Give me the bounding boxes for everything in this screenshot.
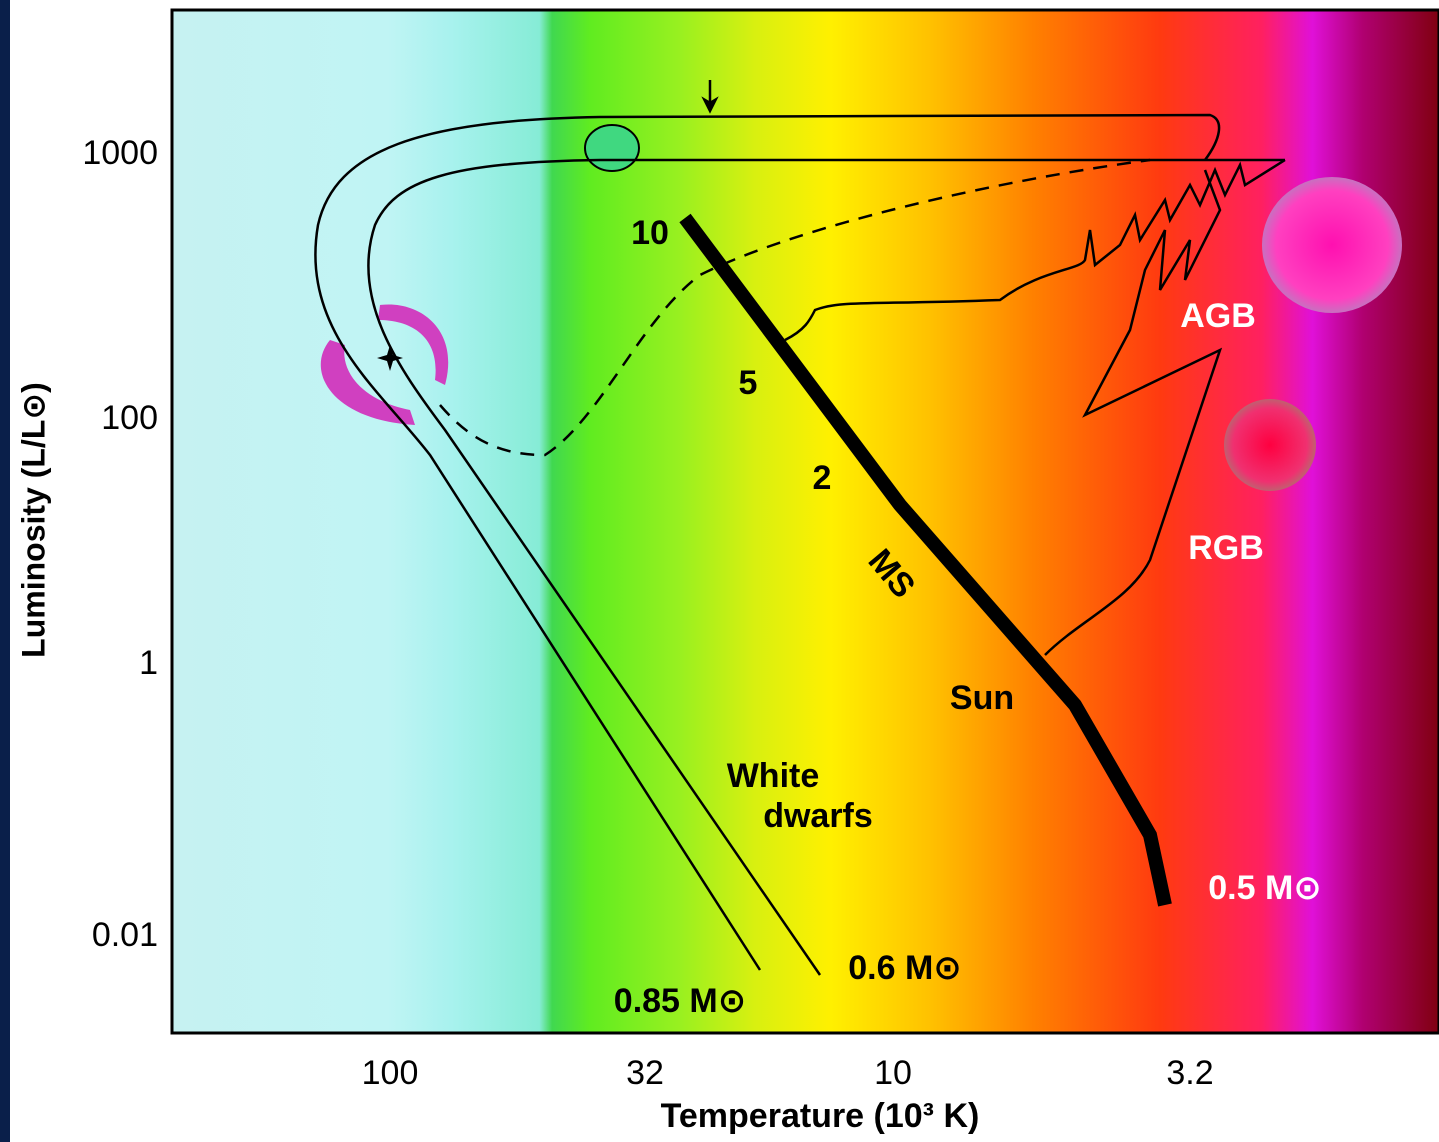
mass-label: 2 xyxy=(813,459,832,497)
wd-track-085 xyxy=(314,113,1221,971)
y-tick-label: 1000 xyxy=(82,134,158,172)
planetary-nebula xyxy=(584,124,640,172)
x-tick-label: 3.2 xyxy=(1166,1054,1213,1092)
x-axis-label: Temperature (10³ K) xyxy=(661,1097,980,1135)
agb-track xyxy=(784,158,1286,342)
dashed-track xyxy=(439,158,1151,457)
y-axis-label: Luminosity (L/L⊙) xyxy=(15,382,51,658)
x-tick-label: 32 xyxy=(626,1054,664,1092)
wd-track-06 xyxy=(367,158,1285,976)
main-sequence xyxy=(679,213,1172,907)
mass-label: 0.5 M⊙ xyxy=(1208,869,1322,907)
giant-star xyxy=(1262,177,1402,313)
mass-label: 5 xyxy=(739,364,758,402)
wd-label: dwarfs xyxy=(763,797,873,835)
y-tick-label: 0.01 xyxy=(92,916,158,954)
mass-label: 0.6 M⊙ xyxy=(848,949,962,987)
rgb-label: RGB xyxy=(1188,529,1264,567)
central-star xyxy=(377,345,403,371)
mass-label: 0.85 M⊙ xyxy=(614,982,746,1020)
wd-label: White xyxy=(727,757,820,795)
plot-area xyxy=(170,8,1439,1035)
mass-label: 10 xyxy=(631,214,669,252)
nebula-shell xyxy=(378,304,449,385)
x-tick-label: 100 xyxy=(362,1054,419,1092)
rgb-track xyxy=(1044,169,1223,656)
x-tick-label: 10 xyxy=(874,1054,912,1092)
agb-label: AGB xyxy=(1180,297,1256,335)
y-tick-label: 1 xyxy=(139,644,158,682)
sun-label: Sun xyxy=(950,679,1014,717)
y-tick-label: 100 xyxy=(101,399,158,437)
nebula-shell xyxy=(320,340,415,425)
red-giant-star xyxy=(1224,399,1316,491)
